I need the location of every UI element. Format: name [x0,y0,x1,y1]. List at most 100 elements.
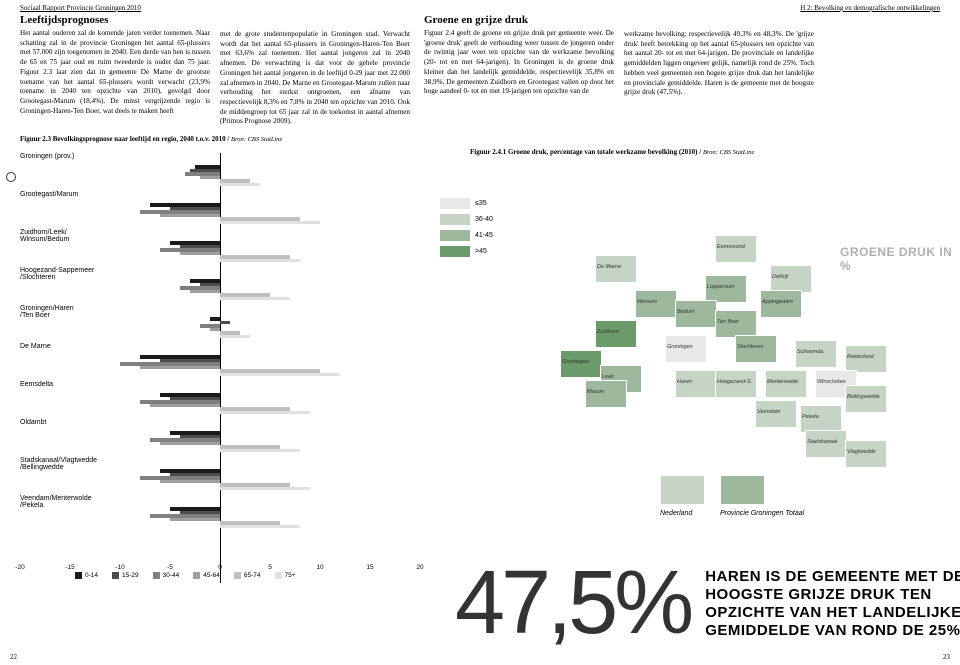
comparison-label-prov: Provincie Groningen Totaal [720,510,804,517]
comparison-prov [720,475,765,505]
legend-item: 0-14 [75,572,98,579]
doc-title: Sociaal Rapport Provincie Groningen 2010 [20,4,141,12]
municipality-label: Bellingwedde [847,394,880,400]
region-label: Grootegast/Marum [20,191,78,198]
municipality-label: Reiderland [847,354,874,360]
municipality-label: Slochteren [737,344,763,350]
comparison-nl [660,475,705,505]
map-legend-item: 41-45 [440,227,520,243]
legend-swatch [75,572,82,579]
legend-swatch [234,572,241,579]
legend-label: 45-64 [203,572,220,579]
chart-bar [220,411,310,415]
chart-bar [160,442,220,446]
municipality-label: Eemsmond [717,244,745,250]
choropleth-map: De MarneEemsmondDelfzijlLoppersumWinsumA… [540,220,920,440]
municipality-label: Delfzijl [772,274,788,280]
municipality-label: Vlagtwedde [847,449,876,455]
chart-region-row: De Marne [20,343,420,381]
chart-bar [220,449,300,453]
municipality-label: Groningen [667,344,693,350]
legend-item: 65-74 [234,572,261,579]
axis-tick: 5 [268,564,272,571]
region-label: Eemsdelta [20,381,53,388]
chart-bar [170,518,220,522]
chart-bar [160,480,220,484]
legend-swatch [112,572,119,579]
municipality-label: Veendam [757,409,780,415]
legend-label: 15-29 [122,572,139,579]
municipality-label: Loppersum [707,284,735,290]
chart-legend: 0-14 15-29 30-44 45-64 65-74 75+ [75,572,296,579]
map-legend-item: ≤35 [440,195,520,211]
page-num-right: 23 [943,653,950,661]
legend-label: 75+ [285,572,296,579]
chart-region-row: Groningen/Haren/Ten Boer [20,305,420,343]
big-number: 47,5% [455,552,690,655]
section2-col2: werkzame bevolking; respectievelijk 49,3… [624,30,814,98]
chart-region-row: Grootegast/Marum [20,191,420,229]
region-label: Stadskanaal/Vlagtwedde/Bellingwedde [20,457,97,471]
chart-bar [220,335,250,339]
chart-bar [220,183,260,187]
municipality-label: De Marne [597,264,621,270]
chart-region-row: Zuidhorn/Leek/Winsum/Bedum [20,229,420,267]
legend-label: 0-14 [85,572,98,579]
comparison-label-nl: Nederland [660,510,692,517]
region-label: Zuidhorn/Leek/Winsum/Bedum [20,229,69,243]
map-legend-item: >45 [440,243,520,259]
municipality-label: Haren [677,379,692,385]
legend-label: 65-74 [244,572,261,579]
axis-tick: -5 [167,564,173,571]
page-header: Sociaal Rapport Provincie Groningen 2010… [0,0,960,14]
region-label: Veendam/Menterwolde/Pekela [20,495,92,509]
municipality-label: Hoogezand-S. [717,379,752,385]
fig24-caption: Figuur 2.4.1 Groene druk, percentage van… [450,140,850,160]
map-legend-label: 36-40 [475,216,493,223]
region-label: Hoogezand-Sappemeer/Slochteren [20,267,94,281]
chart-bar [220,373,340,377]
chart-bar [220,259,300,263]
legend-item: 15-29 [112,572,139,579]
chart-bar [220,321,230,325]
municipality-label: Menterwolde [767,379,799,385]
section2-title: Groene en grijze druk [424,14,614,26]
map-legend-swatch [440,198,470,209]
big-text: HAREN IS DE GEMEENTE MET DE HOOGSTE GRIJ… [705,568,960,640]
map-legend-label: 41-45 [475,232,493,239]
legend-swatch [153,572,160,579]
region-label: De Marne [20,343,51,350]
municipality-label: Winschoten [817,379,846,385]
legend-label: 30-44 [163,572,180,579]
chart-bar [210,328,220,332]
chart-region-row: Groningen (prov.) [20,153,420,191]
region-label: Groningen (prov.) [20,153,74,160]
main-content: Leeftijdsprognoses Het aantal ouderen za… [0,14,960,127]
x-axis: -20-15-10-505101520 [20,564,420,565]
chart-region-row: Veendam/Menterwolde/Pekela [20,495,420,533]
legend-item: 45-64 [193,572,220,579]
chart-bar [140,366,220,370]
axis-tick: -20 [15,564,24,571]
map-legend-swatch [440,230,470,241]
map-legend-item: 36-40 [440,211,520,227]
legend-swatch [193,572,200,579]
chart-bar [150,404,220,408]
municipality-label: Zuidhorn [597,329,619,335]
chart-region-row: Stadskanaal/Vlagtwedde/Bellingwedde [20,457,420,495]
map-legend: ≤35 36-40 41-45 >45 [440,195,520,259]
region-label: Groningen/Haren/Ten Boer [20,305,74,319]
municipality-label: Stadskanaal [807,439,837,445]
chart-bar [220,221,320,225]
chart-region-row: Oldambt [20,419,420,457]
map-legend-label: >45 [475,248,487,255]
map-legend-label: ≤35 [475,200,487,207]
map-legend-swatch [440,246,470,257]
chart-bar [160,214,220,218]
circle-marker-icon [6,172,16,182]
municipality-label: Pekela [802,414,819,420]
chart-bar [220,487,310,491]
chart-bar [210,317,220,321]
chart-bar [200,176,220,180]
axis-tick: -10 [115,564,124,571]
